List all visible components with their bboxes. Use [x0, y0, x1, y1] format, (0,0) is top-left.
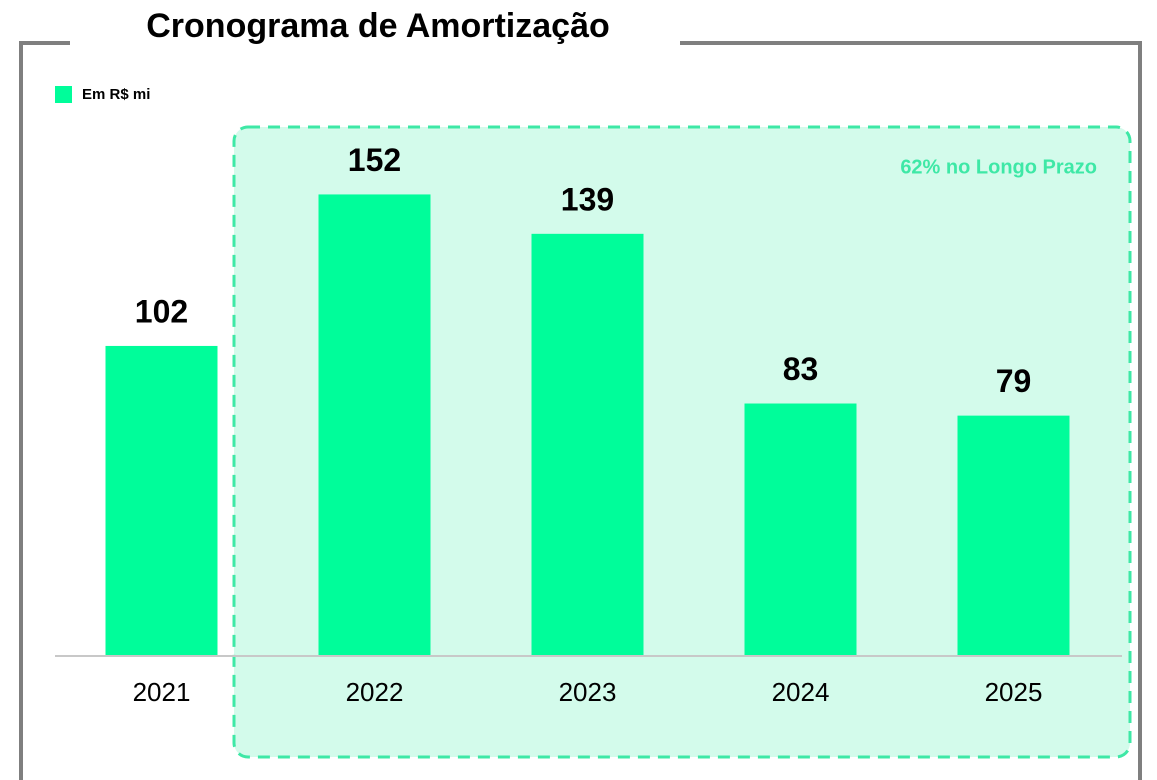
bar	[318, 194, 431, 655]
x-tick-label: 2024	[772, 677, 830, 707]
x-tick-label: 2021	[133, 677, 191, 707]
bar	[957, 415, 1070, 655]
legend-swatch	[55, 86, 72, 103]
long-term-region	[232, 125, 1132, 759]
x-tick-label: 2022	[346, 677, 404, 707]
value-label: 102	[135, 293, 188, 329]
value-label: 139	[561, 181, 614, 217]
value-label: 83	[783, 351, 819, 387]
chart-title: Cronograma de Amortização	[146, 7, 610, 45]
frame	[19, 41, 1142, 780]
bar	[105, 345, 218, 655]
x-tick-label: 2025	[985, 677, 1043, 707]
bar	[531, 233, 644, 655]
x-tick-label: 2023	[559, 677, 617, 707]
value-label: 79	[996, 363, 1032, 399]
annotation: 62% no Longo Prazo	[900, 156, 1097, 178]
value-label: 152	[348, 142, 401, 178]
bar	[744, 403, 857, 655]
legend-label: Em R$ mi	[82, 86, 150, 103]
